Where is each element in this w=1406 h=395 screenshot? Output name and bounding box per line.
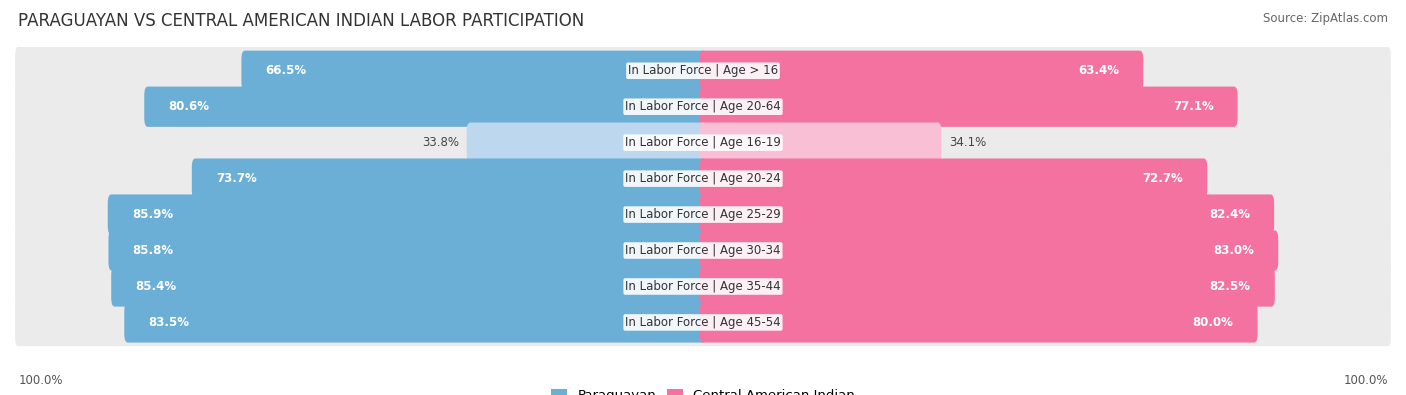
Legend: Paraguayan, Central American Indian: Paraguayan, Central American Indian [546,384,860,395]
Text: 82.4%: 82.4% [1209,208,1250,221]
Text: In Labor Force | Age 25-29: In Labor Force | Age 25-29 [626,208,780,221]
FancyBboxPatch shape [242,51,706,91]
Text: In Labor Force | Age 20-24: In Labor Force | Age 20-24 [626,172,780,185]
FancyBboxPatch shape [15,119,1391,166]
FancyBboxPatch shape [15,299,1391,346]
Text: 72.7%: 72.7% [1143,172,1184,185]
FancyBboxPatch shape [15,47,1391,94]
Text: 100.0%: 100.0% [18,374,63,387]
FancyBboxPatch shape [700,194,1274,235]
Text: 33.8%: 33.8% [422,136,460,149]
FancyBboxPatch shape [700,122,942,163]
FancyBboxPatch shape [700,87,1237,127]
Text: 85.8%: 85.8% [132,244,174,257]
FancyBboxPatch shape [700,51,1143,91]
Text: 83.0%: 83.0% [1213,244,1254,257]
Text: 82.5%: 82.5% [1209,280,1251,293]
Text: 85.9%: 85.9% [132,208,173,221]
Text: In Labor Force | Age 30-34: In Labor Force | Age 30-34 [626,244,780,257]
FancyBboxPatch shape [15,191,1391,238]
Text: 100.0%: 100.0% [1343,374,1388,387]
Text: In Labor Force | Age 45-54: In Labor Force | Age 45-54 [626,316,780,329]
Text: In Labor Force | Age 20-64: In Labor Force | Age 20-64 [626,100,780,113]
FancyBboxPatch shape [124,302,706,342]
Text: Source: ZipAtlas.com: Source: ZipAtlas.com [1263,12,1388,25]
Text: 63.4%: 63.4% [1078,64,1119,77]
FancyBboxPatch shape [191,158,706,199]
Text: In Labor Force | Age 35-44: In Labor Force | Age 35-44 [626,280,780,293]
Text: 34.1%: 34.1% [949,136,986,149]
Text: 83.5%: 83.5% [149,316,190,329]
Text: 85.4%: 85.4% [135,280,176,293]
FancyBboxPatch shape [700,158,1208,199]
FancyBboxPatch shape [700,230,1278,271]
Text: 80.0%: 80.0% [1192,316,1233,329]
Text: 66.5%: 66.5% [266,64,307,77]
FancyBboxPatch shape [15,83,1391,130]
FancyBboxPatch shape [111,266,706,307]
FancyBboxPatch shape [700,302,1257,342]
Text: 77.1%: 77.1% [1173,100,1213,113]
FancyBboxPatch shape [15,155,1391,202]
Text: 80.6%: 80.6% [169,100,209,113]
FancyBboxPatch shape [15,263,1391,310]
FancyBboxPatch shape [108,194,706,235]
FancyBboxPatch shape [15,227,1391,274]
Text: In Labor Force | Age > 16: In Labor Force | Age > 16 [628,64,778,77]
Text: 73.7%: 73.7% [217,172,257,185]
FancyBboxPatch shape [467,122,706,163]
FancyBboxPatch shape [108,230,706,271]
Text: PARAGUAYAN VS CENTRAL AMERICAN INDIAN LABOR PARTICIPATION: PARAGUAYAN VS CENTRAL AMERICAN INDIAN LA… [18,12,585,30]
FancyBboxPatch shape [145,87,706,127]
Text: In Labor Force | Age 16-19: In Labor Force | Age 16-19 [626,136,780,149]
FancyBboxPatch shape [700,266,1275,307]
